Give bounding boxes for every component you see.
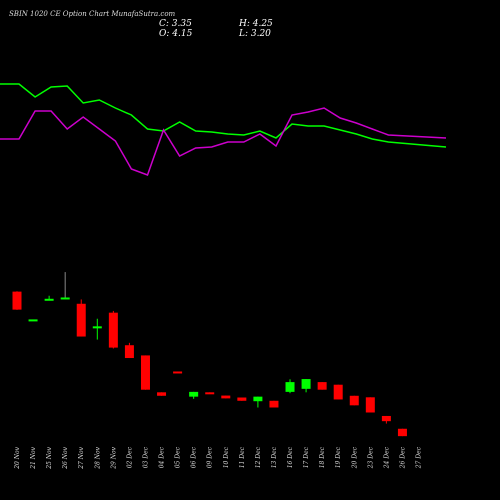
candle-body [12, 291, 22, 310]
x-tick-label: 27 Dec [416, 446, 423, 469]
candle-body [92, 326, 102, 329]
candle-body [333, 384, 343, 400]
x-tick-label: 13 Dec [271, 446, 278, 468]
candle-body [108, 312, 118, 348]
x-tick-label: 20 Nov [14, 446, 21, 469]
x-tick-label: 24 Dec [383, 446, 390, 469]
close-value: C: 3.35 [159, 19, 192, 29]
candle-body [349, 395, 359, 406]
x-tick-label: 03 Dec [142, 446, 149, 468]
x-tick-label: 23 Dec [367, 446, 374, 469]
candle-body [76, 303, 86, 337]
x-tick-label: 26 Nov [62, 446, 69, 469]
candle-body [60, 297, 70, 300]
candle-body [365, 397, 375, 413]
candle-body [221, 395, 231, 399]
x-tick-label: 02 Dec [126, 446, 133, 468]
x-tick-label: 06 Dec [191, 446, 198, 468]
x-tick-label: 25 Nov [46, 446, 53, 469]
candle-body [301, 379, 311, 389]
candle-body [285, 382, 295, 392]
chart-title: SBIN 1020 CE Option Chart MunafaSutra.co… [9, 10, 176, 18]
x-tick-label: 29 Nov [110, 446, 117, 469]
x-tick-label: 11 Dec [239, 446, 246, 468]
candle-body [317, 382, 327, 390]
x-tick-label: 05 Dec [175, 446, 182, 468]
candle-body [189, 391, 199, 397]
open-value: O: 4.15 [159, 29, 193, 39]
x-tick-label: 16 Dec [287, 446, 294, 468]
candle-body [269, 400, 279, 408]
candle-body [237, 397, 247, 401]
x-tick-label: 04 Dec [159, 446, 166, 468]
candle-body [44, 298, 54, 301]
x-tick-label: 26 Dec [399, 446, 406, 469]
x-tick-label: 10 Dec [223, 446, 230, 468]
x-tick-label: 12 Dec [255, 446, 262, 468]
x-tick-label: 09 Dec [207, 446, 214, 468]
x-tick-label: 18 Dec [319, 446, 326, 468]
candle-body [124, 345, 134, 359]
high-value: H: 4.25 [239, 19, 273, 29]
candle-body [205, 392, 215, 395]
x-tick-label: 21 Nov [30, 446, 37, 469]
candle-body [140, 355, 150, 390]
low-value: L: 3.20 [239, 29, 271, 39]
candle-body [397, 428, 407, 437]
x-tick-label: 28 Nov [94, 446, 101, 469]
series-line-2 [0, 107, 447, 176]
x-tick-label: 19 Dec [335, 446, 342, 468]
x-tick-label: 17 Dec [303, 446, 310, 468]
candle-body [253, 396, 263, 402]
candle-body [173, 371, 183, 374]
candle-body [157, 392, 167, 396]
x-tick-label: 27 Nov [78, 446, 85, 469]
candle-body [28, 319, 38, 322]
x-tick-label: 20 Dec [351, 446, 358, 469]
series-line-1 [0, 83, 447, 148]
candle-body [381, 415, 391, 422]
